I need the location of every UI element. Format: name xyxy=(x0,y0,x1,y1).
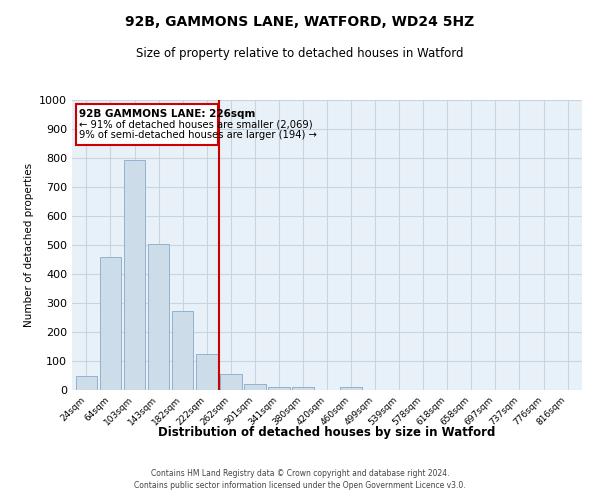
Bar xyxy=(268,386,290,390)
Text: Contains HM Land Registry data © Crown copyright and database right 2024.
Contai: Contains HM Land Registry data © Crown c… xyxy=(134,468,466,490)
Bar xyxy=(148,244,169,390)
Bar xyxy=(76,376,97,390)
Bar xyxy=(172,311,193,390)
Bar xyxy=(196,354,218,390)
Bar xyxy=(292,387,314,390)
FancyBboxPatch shape xyxy=(76,104,218,145)
Text: Size of property relative to detached houses in Watford: Size of property relative to detached ho… xyxy=(136,48,464,60)
Text: 92B GAMMONS LANE: 226sqm: 92B GAMMONS LANE: 226sqm xyxy=(79,108,256,118)
Text: 92B, GAMMONS LANE, WATFORD, WD24 5HZ: 92B, GAMMONS LANE, WATFORD, WD24 5HZ xyxy=(125,15,475,29)
Bar xyxy=(340,387,362,390)
Y-axis label: Number of detached properties: Number of detached properties xyxy=(23,163,34,327)
Text: Distribution of detached houses by size in Watford: Distribution of detached houses by size … xyxy=(158,426,496,439)
Text: ← 91% of detached houses are smaller (2,069): ← 91% of detached houses are smaller (2,… xyxy=(79,120,313,130)
Bar xyxy=(220,374,242,390)
Bar xyxy=(244,384,266,390)
Text: 9% of semi-detached houses are larger (194) →: 9% of semi-detached houses are larger (1… xyxy=(79,130,317,140)
Bar xyxy=(100,258,121,390)
Bar xyxy=(124,160,145,390)
